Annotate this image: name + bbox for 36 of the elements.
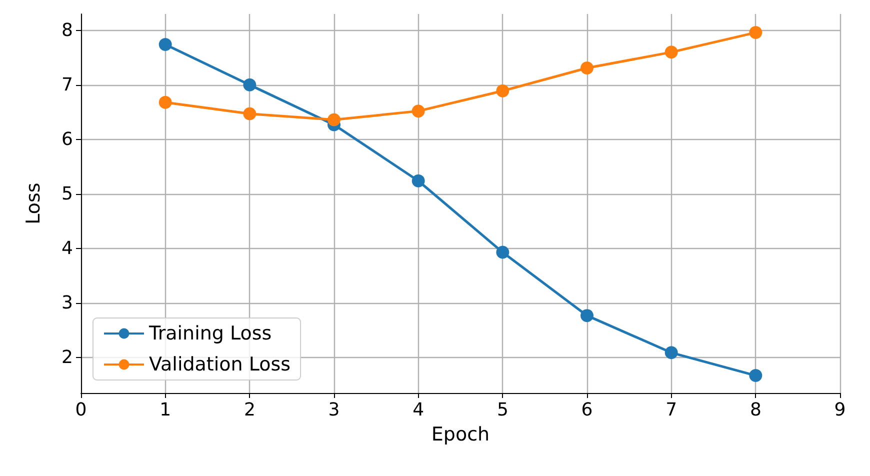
point	[328, 113, 340, 126]
point	[496, 246, 510, 259]
x-tick-label: 6	[581, 400, 593, 420]
y-tick-label: 5	[62, 183, 73, 204]
point	[580, 309, 594, 322]
point	[664, 46, 678, 59]
point	[749, 369, 762, 382]
x-tick-label: 4	[412, 400, 424, 420]
point	[749, 26, 762, 40]
point	[412, 104, 425, 118]
x-tick-label: 7	[666, 400, 678, 420]
y-tick-label: 6	[62, 128, 73, 150]
x-tick-label: 9	[834, 400, 846, 420]
x-tick-label: 8	[750, 400, 762, 420]
y-tick-label: 4	[62, 238, 73, 259]
point	[412, 174, 425, 188]
point	[580, 61, 594, 74]
point	[496, 84, 510, 98]
x-axis-title: Epoch	[431, 424, 490, 446]
legend-label: Training Loss	[148, 322, 272, 344]
point	[158, 38, 172, 52]
legend-label: Validation Loss	[149, 354, 291, 376]
point	[158, 96, 172, 109]
x-tick-label: 2	[244, 400, 256, 420]
point	[664, 346, 678, 360]
point	[243, 78, 256, 92]
y-tick-label: 8	[62, 20, 73, 41]
x-tick-label: 0	[75, 400, 87, 420]
y-tick-label: 3	[62, 292, 73, 314]
x-tick-label: 3	[328, 400, 340, 420]
y-tick-label: 2	[62, 347, 73, 368]
x-tick-label: 5	[496, 400, 508, 420]
point	[243, 107, 256, 120]
x-tick-label: 1	[160, 400, 172, 420]
y-axis-title: Loss	[22, 182, 44, 224]
y-tick-label: 7	[62, 74, 73, 96]
